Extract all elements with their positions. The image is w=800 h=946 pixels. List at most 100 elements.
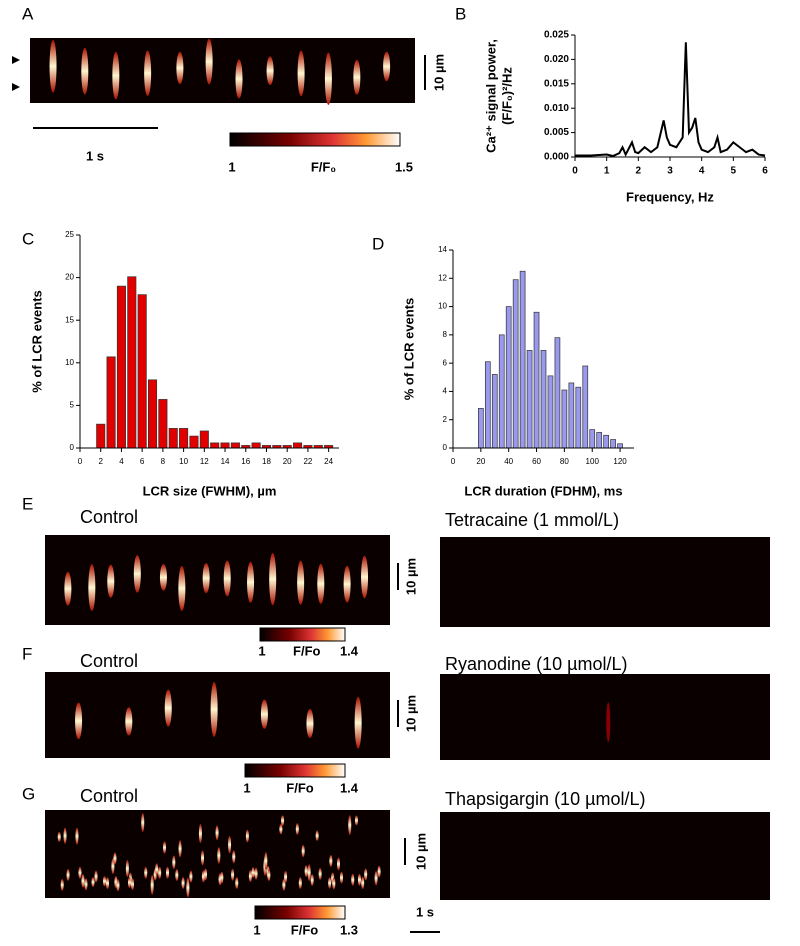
calcium-release <box>269 553 277 606</box>
x-tick-label: 2 <box>98 457 103 466</box>
calcium-release <box>202 563 210 594</box>
panel-label: G <box>22 784 35 803</box>
bar <box>582 365 589 449</box>
bar <box>512 279 519 449</box>
bar <box>147 379 158 449</box>
line-scan-image <box>30 38 415 105</box>
bar <box>96 423 106 449</box>
calcium-release <box>251 867 255 878</box>
bar <box>199 430 209 449</box>
calcium-release <box>116 879 120 892</box>
x-tick-label: 60 <box>532 457 541 466</box>
bar <box>189 435 199 449</box>
calcium-release <box>63 827 67 844</box>
x-tick-label: 0 <box>572 166 578 177</box>
x-axis-label: LCR size (FWHM), µm <box>143 483 277 498</box>
y-tick-label: 2 <box>443 415 448 424</box>
x-tick-label: 120 <box>613 457 627 466</box>
calcium-release <box>198 823 202 844</box>
colorbar-max: 1.5 <box>395 159 413 174</box>
y-tick-label: 0.020 <box>544 54 569 65</box>
calcium-release <box>66 868 70 881</box>
colorbar-unit: F/Fo <box>286 780 313 795</box>
calcium-release <box>81 873 85 888</box>
panel-label: B <box>455 4 466 23</box>
calcium-release <box>310 874 314 887</box>
panel-label: C <box>22 229 34 248</box>
bar <box>596 432 603 449</box>
y-axis-label: % of LCR events <box>401 298 416 401</box>
calcium-release <box>112 51 120 100</box>
calcium-release <box>64 571 72 606</box>
calcium-release <box>178 566 186 611</box>
y-tick-label: 10 <box>438 302 447 311</box>
bar <box>561 389 568 449</box>
x-tick-label: 16 <box>241 457 250 466</box>
image-title: Thapsigargin (10 µmol/L) <box>445 789 645 809</box>
bar <box>617 443 623 449</box>
colorbar <box>229 132 401 147</box>
calcium-release <box>94 870 98 883</box>
x-tick-label: 80 <box>560 457 569 466</box>
image-title: Control <box>80 507 138 527</box>
calcium-release <box>315 830 319 841</box>
bar <box>106 356 116 449</box>
calcium-release <box>75 702 83 740</box>
calcium-release <box>298 876 302 889</box>
calcium-release <box>247 561 255 603</box>
calcium-release <box>125 707 133 736</box>
calcium-release <box>144 866 148 879</box>
calcium-release <box>354 696 362 749</box>
calcium-release <box>130 878 134 891</box>
y-tick-label: 0 <box>70 443 75 452</box>
calcium-release <box>210 681 218 737</box>
y-tick-label: 0.005 <box>544 127 569 138</box>
x-tick-label: 100 <box>586 457 600 466</box>
calcium-release <box>144 50 152 96</box>
colorbar <box>259 627 346 642</box>
calcium-release <box>351 873 355 886</box>
colorbar-min: 1 <box>258 643 265 658</box>
bar <box>158 399 168 449</box>
y-tick-label: 5 <box>70 401 75 410</box>
calcium-release <box>228 835 232 854</box>
y-axis-label: % of LCR events <box>29 290 44 393</box>
calcium-release <box>606 702 611 743</box>
calcium-release <box>88 564 96 611</box>
arrowhead <box>12 83 20 91</box>
calcium-release <box>235 59 243 99</box>
bar <box>568 382 575 449</box>
calcium-release <box>304 865 308 878</box>
bar <box>610 439 616 449</box>
bar <box>491 374 498 449</box>
y-axis-label: Ca²⁺ signal power, <box>483 39 498 153</box>
calcium-release <box>178 840 182 858</box>
x-tick-label: 0 <box>451 457 456 466</box>
x-tick-label: 6 <box>140 457 145 466</box>
y-tick-label: 8 <box>443 330 448 339</box>
x-tick-label: 20 <box>476 457 485 466</box>
calcium-release <box>127 876 131 889</box>
x-tick-label: 0 <box>78 457 83 466</box>
scale-label: 10 µm <box>403 558 418 595</box>
colorbar-unit: F/F₀ <box>311 159 336 174</box>
bar <box>540 350 547 449</box>
calcium-release <box>205 38 213 85</box>
line-scan-image <box>45 535 390 625</box>
y-tick-label: 0.010 <box>544 103 569 114</box>
image-title: Control <box>80 786 138 806</box>
calcium-release <box>332 877 336 890</box>
x-axis-label: Frequency, Hz <box>626 189 714 204</box>
calcium-release <box>260 699 268 729</box>
calcium-release <box>245 829 249 843</box>
x-tick-label: 14 <box>221 457 230 466</box>
calcium-release <box>329 854 333 868</box>
x-tick-label: 10 <box>179 457 188 466</box>
image-background <box>440 674 770 760</box>
x-tick-label: 5 <box>731 166 737 177</box>
line-scan-image <box>440 812 770 900</box>
calcium-release <box>337 857 341 871</box>
y-tick-label: 20 <box>65 273 74 282</box>
